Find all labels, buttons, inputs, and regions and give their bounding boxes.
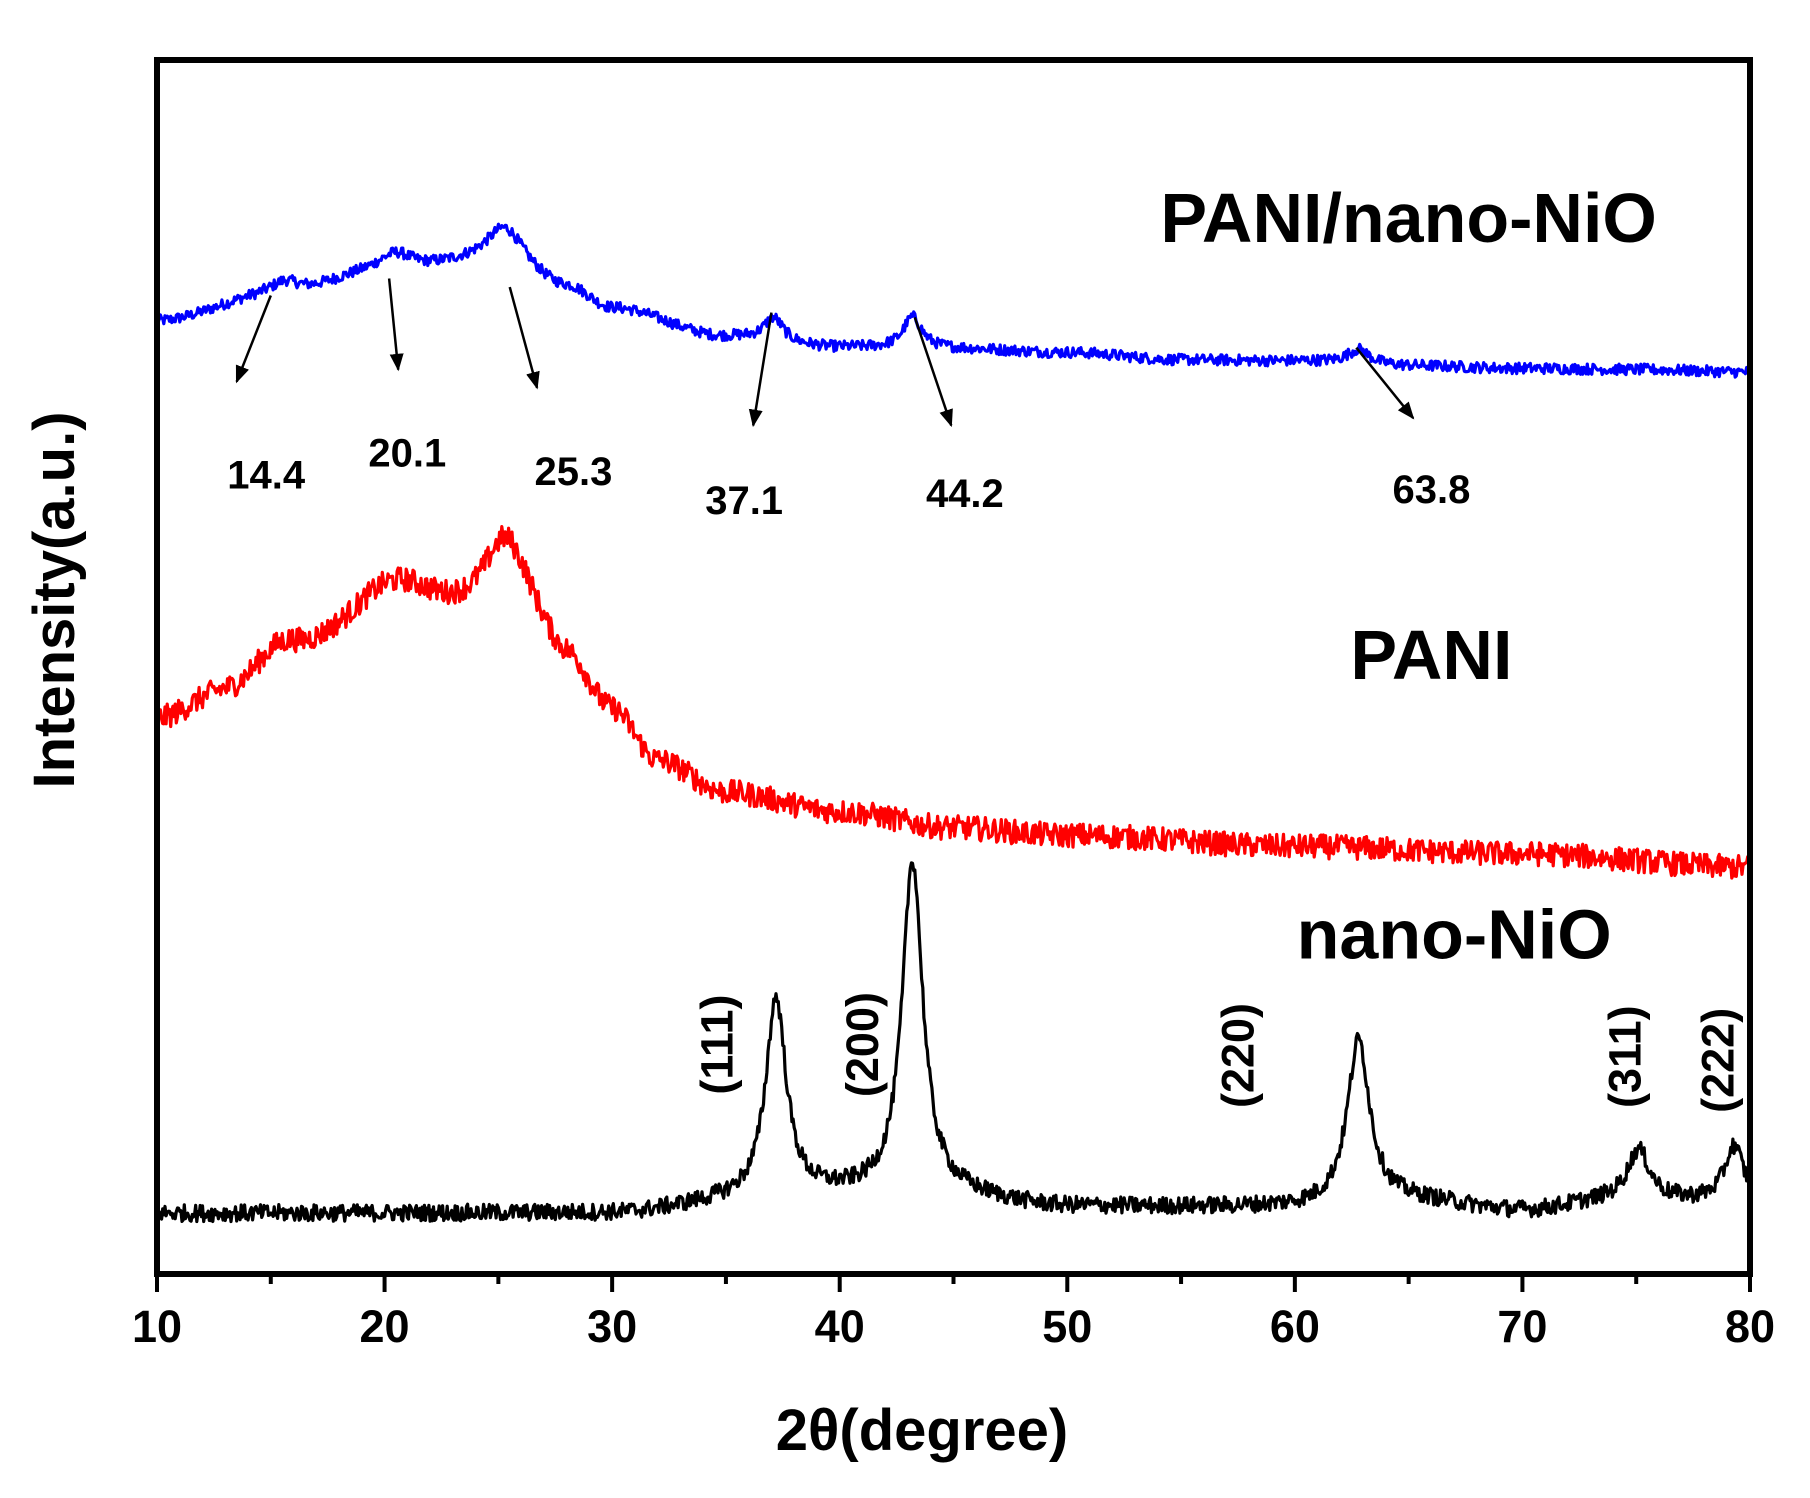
x-tick-label: 50 — [1042, 1301, 1092, 1352]
ticks-layer — [155, 1274, 1752, 1292]
peak-label: 25.3 — [535, 450, 613, 494]
annotation-layer: PANI/nano-NiO PANI nano-NiO 14.4 20.1 25.3 37.… — [227, 179, 1743, 1113]
peak-arrow — [748, 312, 773, 428]
y-axis-title: Intensity(a.u.) — [22, 411, 87, 788]
series-label: PANI/nano-NiO — [1160, 179, 1656, 257]
x-axis-title: 2θ(degree) — [776, 1398, 1068, 1463]
x-tick-label: 10 — [132, 1301, 182, 1352]
series-line-pani — [155, 525, 1752, 880]
peak-arrow — [508, 286, 540, 390]
peak-label: 20.1 — [368, 432, 446, 476]
peak-label: 63.8 — [1392, 468, 1470, 512]
series-layer — [155, 222, 1752, 1224]
peak-label: 44.2 — [926, 472, 1004, 516]
peak-arrow — [1355, 346, 1415, 420]
miller-index-label: (111) — [691, 995, 742, 1095]
peak-label: 37.1 — [705, 479, 783, 523]
x-tick-label: 40 — [815, 1301, 865, 1352]
x-tick-labels: 10 20 30 40 50 60 70 80 — [132, 1301, 1775, 1352]
peak-arrow — [913, 316, 953, 428]
miller-index-label: (311) — [1599, 1005, 1650, 1108]
series-label: PANI — [1350, 616, 1512, 694]
x-tick-label: 80 — [1725, 1301, 1775, 1352]
x-tick-label: 30 — [587, 1301, 637, 1352]
x-tick-label: 70 — [1497, 1301, 1547, 1352]
miller-index-label: (220) — [1212, 1003, 1263, 1108]
series-label: nano-NiO — [1297, 895, 1612, 973]
miller-index-label: (222) — [1693, 1008, 1744, 1113]
x-tick-label: 20 — [360, 1301, 410, 1352]
x-tick-label: 60 — [1270, 1301, 1320, 1352]
peak-arrow — [387, 278, 404, 372]
miller-index-label: (200) — [837, 992, 888, 1097]
series-line-pani-nano-nio — [155, 222, 1751, 379]
series-line-nano-nio — [156, 861, 1752, 1224]
peak-label: 14.4 — [227, 454, 306, 498]
peak-arrow — [235, 295, 272, 384]
